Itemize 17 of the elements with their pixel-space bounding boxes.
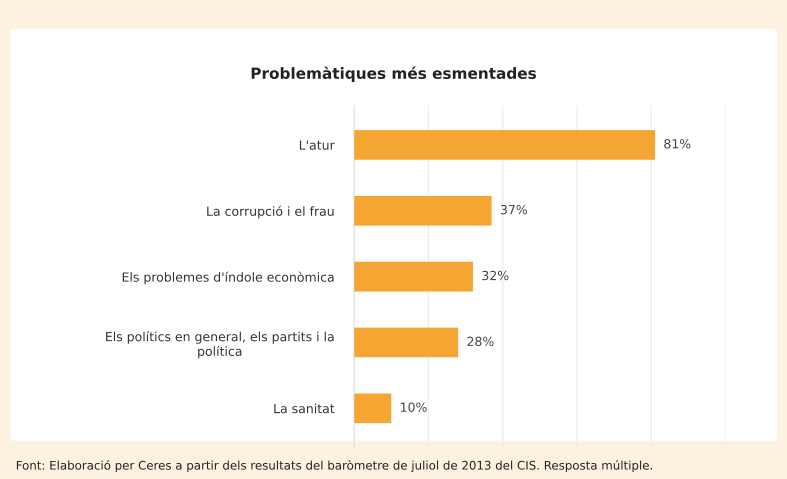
bar bbox=[354, 394, 392, 424]
y-tick-label: Els polítics en general, els partits i la política bbox=[106, 331, 334, 358]
y-tick-label: La corrupció i el frau bbox=[207, 206, 334, 218]
data-label: 28% bbox=[467, 336, 494, 346]
data-label: 81% bbox=[664, 139, 690, 149]
bar bbox=[354, 328, 458, 358]
y-tick-label: L'atur bbox=[300, 140, 335, 150]
data-label: 32% bbox=[482, 270, 508, 280]
chart-title: Problemàtiques més esmentades bbox=[252, 66, 536, 82]
data-label: 10% bbox=[401, 402, 427, 412]
bar bbox=[354, 130, 656, 160]
y-tick-label: Els problemes d'índole econòmica bbox=[122, 272, 334, 284]
data-label: 37% bbox=[500, 204, 528, 214]
text: Font: Elaboració per Ceres a partir dels resultats del baròmetre de juliol de 2013 del CIS. Resposta múltiple. bbox=[16, 460, 652, 472]
y-tick-label: La sanitat bbox=[274, 404, 334, 414]
bar bbox=[354, 262, 474, 292]
bar bbox=[354, 196, 492, 226]
